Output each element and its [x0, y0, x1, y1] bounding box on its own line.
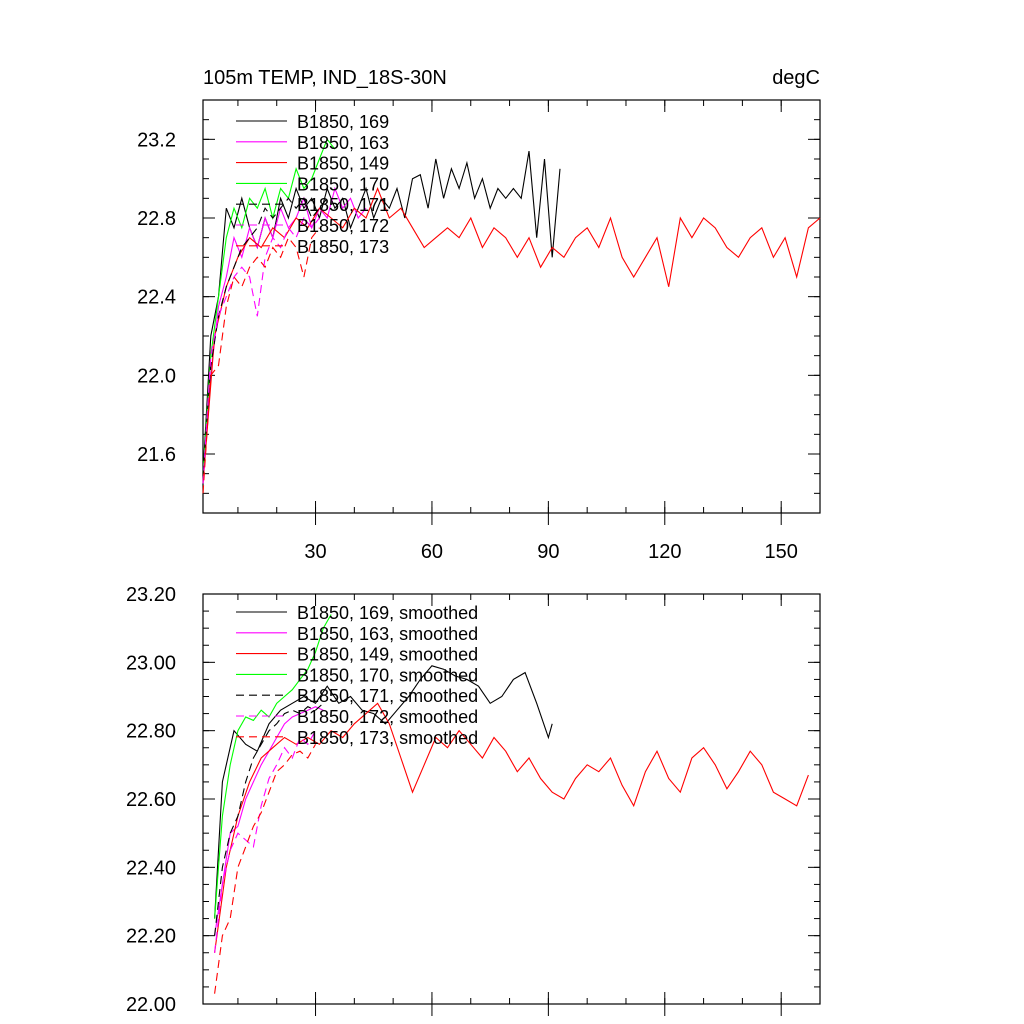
y-tick-label: 23.2	[137, 129, 176, 151]
top-panel: 30 60 90 120 150 21.6 22.0 22.4 22.8 23.2 B1850, 1…	[137, 99, 821, 563]
series-line	[214, 665, 553, 919]
series-line	[202, 216, 320, 484]
y-tick-label: 22.00	[126, 994, 176, 1016]
chart-title: 105m TEMP, IND_18S-30N	[203, 67, 447, 89]
legend-label: B1850, 149, smoothed	[297, 645, 478, 665]
y-tick-label: 22.4	[137, 287, 176, 309]
legend-label: B1850, 173	[297, 237, 389, 257]
y-tick-label: 22.20	[126, 926, 176, 948]
legend-label: B1850, 170, smoothed	[297, 665, 478, 685]
series-line	[202, 197, 328, 474]
legend-label: B1850, 149	[297, 154, 389, 174]
legend-label: B1850, 173, smoothed	[297, 728, 478, 748]
x-tick-label: 30	[304, 541, 326, 563]
units-label: degC	[772, 67, 820, 89]
legend-label: B1850, 170	[297, 174, 389, 194]
legend-label: B1850, 163	[297, 133, 389, 153]
series-line	[214, 702, 809, 953]
bottom-panel: 22.00 22.20 22.40 22.60 22.80 23.00 23.20 B1850…	[126, 584, 821, 1016]
legend-label: B1850, 171, smoothed	[297, 686, 478, 706]
y-tick-label: 22.60	[126, 789, 176, 811]
legend-label: B1850, 169	[297, 112, 389, 132]
x-tick-label: 60	[421, 541, 443, 563]
series-line	[214, 730, 316, 953]
legend-label: B1850, 171	[297, 195, 389, 215]
x-tick-label: 90	[537, 541, 559, 563]
y-tick-label: 22.80	[126, 721, 176, 743]
series-line	[202, 138, 336, 474]
series-line	[202, 227, 320, 494]
y-tick-label: 23.20	[126, 584, 176, 606]
y-tick-label: 22.40	[126, 857, 176, 879]
legend-label: B1850, 163, smoothed	[297, 624, 478, 644]
series-line	[214, 614, 332, 919]
legend-label: B1850, 172	[297, 216, 389, 236]
x-tick-label: 120	[648, 541, 681, 563]
series-line	[214, 702, 324, 936]
series-line	[214, 744, 316, 994]
y-tick-label: 22.0	[137, 365, 176, 387]
x-tick-label: 150	[765, 541, 798, 563]
series-line	[202, 187, 821, 484]
y-tick-label: 23.00	[126, 652, 176, 674]
legend-label: B1850, 169, smoothed	[297, 603, 478, 623]
legend-label: B1850, 172, smoothed	[297, 707, 478, 727]
series-line	[202, 186, 367, 484]
y-tick-label: 21.6	[137, 444, 176, 466]
plot-frame	[202, 593, 821, 1005]
y-tick-label: 22.8	[137, 208, 176, 230]
plot-frame	[202, 99, 821, 514]
